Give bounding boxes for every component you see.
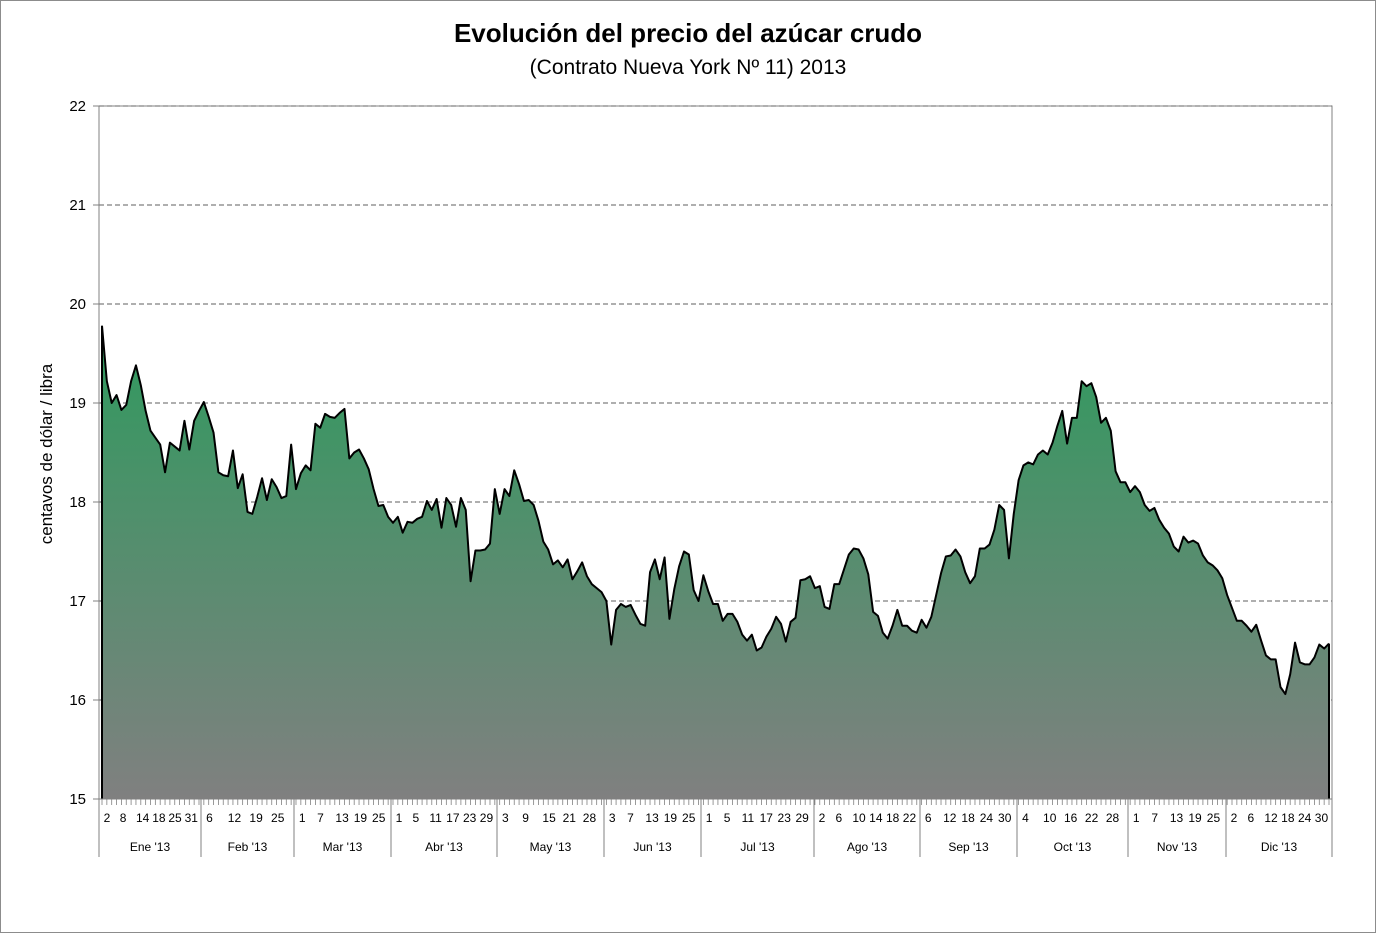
- day-tick-label: 9: [522, 811, 529, 825]
- day-tick-label: 25: [682, 811, 696, 825]
- day-tick-label: 18: [1281, 811, 1295, 825]
- day-tick-label: 1: [706, 811, 713, 825]
- month-label: Feb '13: [228, 840, 268, 854]
- day-tick-label: 7: [317, 811, 324, 825]
- day-tick-label: 7: [1151, 811, 1158, 825]
- day-tick-label: 12: [1264, 811, 1278, 825]
- day-tick-label: 28: [1106, 811, 1120, 825]
- day-tick-label: 29: [795, 811, 809, 825]
- chart-subtitle: (Contrato Nueva York Nº 11) 2013: [529, 56, 847, 79]
- y-tick-labels: 15 16 17 18 19 20 21 22: [69, 98, 99, 808]
- month-label: Ene '13: [130, 840, 171, 854]
- day-tick-label: 17: [446, 811, 460, 825]
- y-tick-label: 16: [69, 692, 86, 709]
- day-tick-label: 12: [228, 811, 242, 825]
- month-label: May '13: [530, 840, 572, 854]
- day-tick-label: 16: [1064, 811, 1078, 825]
- day-tick-label: 7: [627, 811, 634, 825]
- day-tick-label: 21: [563, 811, 577, 825]
- y-tick-label: 21: [69, 197, 86, 214]
- day-tick-label: 14: [869, 811, 883, 825]
- day-tick-label: 18: [886, 811, 900, 825]
- y-tick-label: 22: [69, 98, 86, 115]
- y-tick-label: 20: [69, 296, 86, 313]
- day-tick-label: 2: [104, 811, 111, 825]
- day-tick-label: 6: [206, 811, 213, 825]
- day-tick-label: 24: [1298, 811, 1312, 825]
- day-tick-label: 8: [120, 811, 127, 825]
- day-tick-label: 29: [480, 811, 494, 825]
- day-tick-label: 22: [903, 811, 917, 825]
- day-tick-label: 23: [463, 811, 477, 825]
- price-area: [102, 325, 1329, 799]
- day-tick-label: 2: [819, 811, 826, 825]
- y-tick-label: 18: [69, 494, 86, 511]
- day-tick-label: 11: [429, 811, 442, 825]
- day-tick-label: 1: [299, 811, 306, 825]
- day-tick-label: 19: [354, 811, 368, 825]
- y-axis-label: centavos de dólar / libra: [37, 363, 56, 544]
- y-tick-label: 19: [69, 395, 86, 412]
- day-tick-label: 2: [1231, 811, 1238, 825]
- day-tick-label: 25: [271, 811, 285, 825]
- y-tick-label: 15: [69, 791, 86, 808]
- month-label: Oct '13: [1054, 840, 1092, 854]
- day-tick-label: 19: [664, 811, 678, 825]
- month-label: Jul '13: [740, 840, 775, 854]
- day-tick-label: 14: [136, 811, 150, 825]
- day-tick-label: 6: [836, 811, 843, 825]
- day-tick-label: 25: [372, 811, 386, 825]
- day-tick-label: 30: [998, 811, 1012, 825]
- day-tick-label: 13: [1170, 811, 1184, 825]
- day-tick-label: 23: [778, 811, 792, 825]
- day-tick-label: 31: [185, 811, 199, 825]
- day-tick-label: 3: [609, 811, 616, 825]
- day-tick-label: 18: [961, 811, 975, 825]
- day-tick-label: 6: [1248, 811, 1255, 825]
- day-tick-label: 17: [760, 811, 774, 825]
- day-tick-label: 5: [413, 811, 420, 825]
- day-tick-label: 10: [1043, 811, 1057, 825]
- month-label: Abr '13: [425, 840, 463, 854]
- day-tick-label: 19: [249, 811, 263, 825]
- month-label: Dic '13: [1261, 840, 1298, 854]
- day-tick-label: 5: [724, 811, 731, 825]
- day-tick-label: 24: [980, 811, 994, 825]
- day-tick-label: 10: [852, 811, 866, 825]
- month-label: Mar '13: [323, 840, 363, 854]
- day-tick-label: 6: [925, 811, 932, 825]
- day-tick-label: 19: [1188, 811, 1202, 825]
- day-tick-label: 15: [542, 811, 556, 825]
- price-line: [101, 325, 1330, 696]
- month-label: Nov '13: [1157, 840, 1198, 854]
- day-tick-label: 3: [502, 811, 509, 825]
- day-tick-label: 12: [943, 811, 957, 825]
- chart-title: Evolución del precio del azúcar crudo: [453, 18, 923, 48]
- day-tick-label: 4: [1022, 811, 1029, 825]
- month-label: Sep '13: [948, 840, 989, 854]
- day-tick-label: 1: [396, 811, 403, 825]
- day-tick-label: 28: [583, 811, 597, 825]
- day-tick-label: 18: [152, 811, 166, 825]
- month-label: Ago '13: [847, 840, 888, 854]
- day-tick-label: 1: [1133, 811, 1140, 825]
- day-tick-label: 25: [168, 811, 182, 825]
- day-tick-label: 13: [645, 811, 659, 825]
- month-label: Jun '13: [633, 840, 672, 854]
- y-tick-label: 17: [69, 593, 86, 610]
- day-tick-label: 13: [335, 811, 349, 825]
- day-tick-label: 22: [1085, 811, 1099, 825]
- day-tick-label: 25: [1207, 811, 1221, 825]
- day-tick-label: 30: [1315, 811, 1329, 825]
- day-tick-label: 11: [742, 811, 755, 825]
